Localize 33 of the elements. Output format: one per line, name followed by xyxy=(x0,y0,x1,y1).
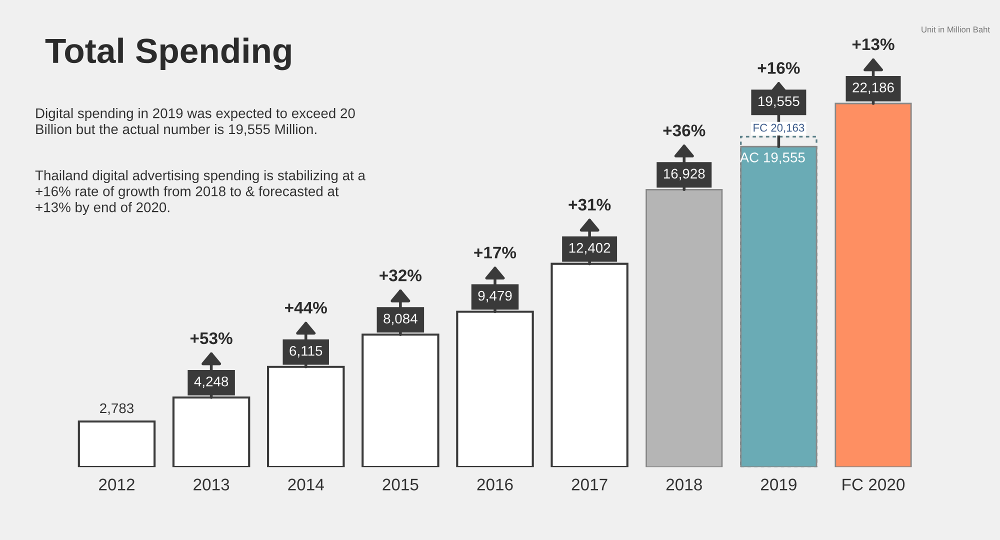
data-label: 2,783 xyxy=(100,403,134,415)
text: Unit in Million Baht xyxy=(922,26,990,32)
annotation: +36% xyxy=(663,124,706,136)
annotation: +13% xyxy=(852,38,894,50)
bar xyxy=(78,420,156,468)
x-tick-label: 2013 xyxy=(194,478,230,490)
data-label: 6,115 xyxy=(290,346,322,358)
data-label: 16,928 xyxy=(664,168,705,180)
annotation: AC 19,555 xyxy=(740,152,805,164)
x-tick-label: 2014 xyxy=(288,478,324,490)
annotation: +53% xyxy=(190,332,232,344)
data-label: 4,248 xyxy=(194,376,228,388)
x-tick-label: 2017 xyxy=(572,478,608,490)
x-tick-label: 2019 xyxy=(761,478,796,490)
annotation: +16% xyxy=(758,62,800,74)
annotation: Digital spending in 2019 was expected to exceed 20 Billion but the actual number is 19,555 Million. xyxy=(36,108,355,136)
x-tick-label: 2012 xyxy=(99,478,134,490)
data-label: 9,479 xyxy=(478,290,512,302)
annotation: +44% xyxy=(285,302,327,314)
x-tick-label: 2015 xyxy=(382,478,418,490)
data-label: 8,084 xyxy=(384,314,418,326)
annotation: +17% xyxy=(474,246,516,258)
annotation: Thailand digital advertising spending is stabilizing at a +16% rate of growth from 2018 to & forecasted at +13% by end of 2020. xyxy=(35,170,366,215)
data-label: FC 20,163 xyxy=(754,124,804,133)
x-tick-label: 2018 xyxy=(666,478,702,490)
x-tick-label: FC 2020 xyxy=(842,478,905,490)
annotation: +32% xyxy=(380,270,422,282)
annotation: +31% xyxy=(568,198,611,211)
x-tick-label: 2016 xyxy=(477,478,513,490)
data-label: 12,402 xyxy=(569,242,610,254)
data-label: 22,186 xyxy=(852,82,894,94)
chart-title: Total Spending xyxy=(45,38,291,70)
data-label: 19,555 xyxy=(758,96,800,108)
